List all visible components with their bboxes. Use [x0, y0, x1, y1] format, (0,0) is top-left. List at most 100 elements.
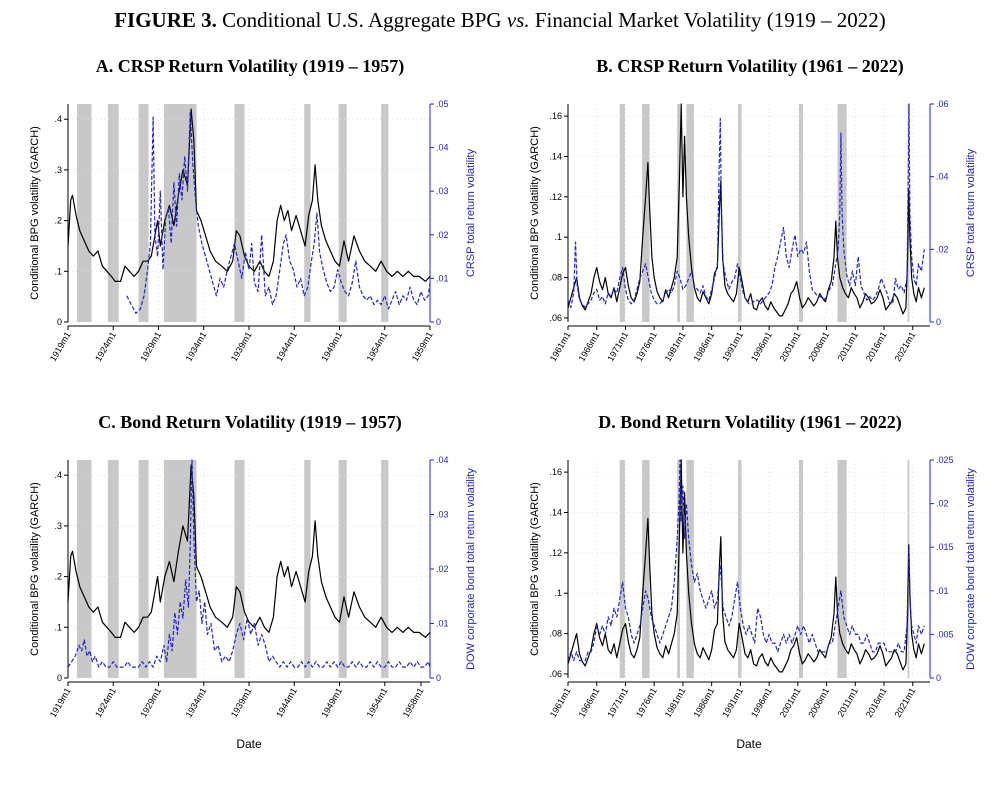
left-tick-label: .3: [54, 165, 62, 175]
right-axis-label: DOW corporate bond total return volatili…: [965, 468, 977, 670]
recession-band: [138, 460, 149, 678]
recession-band: [107, 460, 119, 678]
x-tick-label: 1929m1: [138, 330, 163, 363]
bpg-volatility-line: [67, 108, 431, 282]
x-tick-label: 1949m1: [319, 686, 344, 719]
recession-band: [837, 460, 847, 678]
recession-band: [381, 460, 389, 678]
left-tick-label: .08: [549, 629, 562, 639]
right-tick-label: .04: [936, 172, 949, 182]
recession-band: [686, 460, 694, 678]
x-tick-label: 2011m1: [835, 686, 860, 719]
x-axis-label: Date: [236, 737, 262, 751]
x-tick-label: 1961m1: [548, 330, 573, 363]
x-tick-label: 1991m1: [720, 686, 745, 719]
recession-band: [77, 104, 92, 322]
x-tick-label: 1996m1: [749, 330, 774, 363]
x-tick-label: 1966m1: [577, 686, 602, 719]
left-tick-label: .14: [549, 507, 562, 517]
recession-band: [234, 104, 245, 322]
right-tick-label: .02: [436, 564, 449, 574]
x-tick-label: 2001m1: [778, 330, 803, 363]
right-tick-label: 0: [936, 673, 941, 683]
left-tick-label: .12: [549, 548, 562, 558]
panel-d-chart: .06 .08 .1 .12 .14 .16 0 .005 .01 .015 .02 .025 1961…: [529, 455, 977, 751]
recession-band: [234, 460, 245, 678]
left-tick-label: .1: [54, 266, 62, 276]
right-tick-label: .02: [436, 230, 449, 240]
x-tick-label: 1944m1: [274, 330, 299, 363]
panel-d-title: D. Bond Return Volatility (1961 – 2022): [598, 412, 902, 432]
x-tick-label: 2011m1: [835, 330, 860, 363]
x-tick-label: 1996m1: [749, 686, 774, 719]
x-tick-label: 1971m1: [605, 330, 630, 363]
left-tick-label: .16: [549, 111, 562, 121]
recession-band: [798, 104, 804, 322]
right-tick-label: .06: [936, 99, 949, 109]
recession-band: [138, 104, 149, 322]
right-tick-label: 0: [436, 673, 441, 683]
x-tick-label: 1954m1: [365, 686, 390, 719]
left-tick-label: .4: [54, 470, 62, 480]
x-tick-label: 1954m1: [365, 330, 390, 363]
left-tick-label: .06: [549, 313, 562, 323]
x-tick-label: 1919m1: [48, 330, 73, 363]
left-tick-label: .1: [54, 622, 62, 632]
x-tick-label: 1966m1: [577, 330, 602, 363]
x-tick-label: 2006m1: [806, 686, 831, 719]
x-tick-label: 1976m1: [634, 330, 659, 363]
left-tick-label: 0: [57, 673, 62, 683]
panel-a: A. CRSP Return Volatility (1919 – 1957) …: [0, 56, 500, 434]
left-tick-label: 0: [57, 317, 62, 327]
x-tick-label: 2016m1: [864, 686, 889, 719]
left-tick-label: .2: [54, 216, 62, 226]
x-tick-label: 1981m1: [663, 686, 688, 719]
recession-band: [642, 104, 650, 322]
x-tick-label: 1944m1: [274, 686, 299, 719]
left-tick-label: .06: [549, 669, 562, 679]
x-tick-label: 1971m1: [605, 686, 630, 719]
left-tick-label: .1: [554, 232, 562, 242]
x-tick-label: 2006m1: [806, 330, 831, 363]
x-tick-label: 1934m1: [184, 686, 209, 719]
right-tick-label: 0: [436, 317, 441, 327]
x-tick-label: 1976m1: [634, 686, 659, 719]
figure-title-vs: vs.: [506, 8, 530, 32]
panel-a-chart: 0 .1 .2 .3 .4 0 .01 .02 .03 .04 .05 1919m1 1924m1 192…: [29, 99, 477, 363]
left-tick-label: .16: [549, 467, 562, 477]
recession-band: [642, 460, 650, 678]
figure-title-pre: Conditional U.S. Aggregate BPG: [222, 8, 502, 32]
x-tick-label: 1958m1: [401, 686, 426, 719]
right-axis-label: DOW corporate bond total return volatili…: [465, 468, 477, 670]
x-tick-label: 1939m1: [229, 330, 254, 363]
recession-band: [619, 460, 625, 678]
recession-band: [304, 104, 311, 322]
right-axis-label: CRSP total return volatility: [965, 148, 977, 277]
x-tick-label: 1986m1: [691, 330, 716, 363]
left-axis-label: Conditional BPG volatility (GARCH): [29, 126, 41, 300]
bpg-volatility-line: [567, 459, 925, 673]
right-tick-label: .025: [936, 455, 954, 465]
right-tick-label: .01: [936, 586, 949, 596]
panel-a-title: A. CRSP Return Volatility (1919 – 1957): [95, 56, 405, 76]
right-axis-label: CRSP total return volatility: [465, 148, 477, 277]
x-tick-label: 1939m1: [229, 686, 254, 719]
x-tick-label: 2016m1: [864, 330, 889, 363]
x-tick-label: 1961m1: [548, 686, 573, 719]
left-tick-label: .1: [554, 588, 562, 598]
panel-c-title: C. Bond Return Volatility (1919 – 1957): [98, 412, 402, 432]
right-tick-label: .03: [436, 510, 449, 520]
left-tick-label: .12: [549, 192, 562, 202]
x-tick-label: 1991m1: [720, 330, 745, 363]
right-tick-label: .04: [436, 143, 449, 153]
market-volatility-line: [126, 112, 431, 314]
x-tick-label: 1986m1: [691, 686, 716, 719]
left-axis-label: Conditional BPG volatility (GARCH): [29, 482, 41, 656]
market-volatility-line: [567, 459, 925, 662]
x-tick-label: 1924m1: [93, 330, 118, 363]
left-axis-label: Conditional BPG volatility (GARCH): [529, 482, 541, 656]
recession-band: [338, 104, 347, 322]
x-tick-label: 1981m1: [663, 330, 688, 363]
figure-title-post: Financial Market Volatility (1919 – 2022…: [534, 8, 886, 32]
